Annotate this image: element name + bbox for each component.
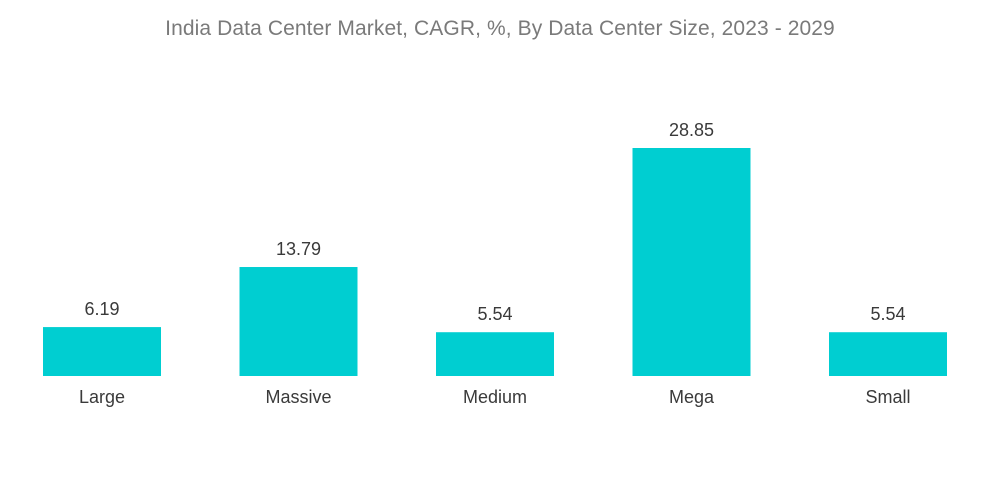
bar-mega: [632, 148, 751, 376]
x-tick-label-mega: Mega: [669, 387, 715, 407]
bar-medium: [436, 332, 554, 376]
value-label-medium: 5.54: [477, 304, 512, 324]
bar-large: [43, 327, 161, 376]
chart-title: India Data Center Market, CAGR, %, By Da…: [165, 17, 835, 40]
bar-massive: [239, 267, 358, 376]
x-tick-label-medium: Medium: [463, 387, 527, 407]
value-label-large: 6.19: [84, 299, 119, 319]
x-tick-label-massive: Massive: [265, 387, 331, 407]
bar-small: [829, 332, 947, 376]
x-tick-label-large: Large: [79, 387, 125, 407]
x-tick-label-small: Small: [865, 387, 910, 407]
value-label-massive: 13.79: [276, 239, 321, 259]
value-label-mega: 28.85: [669, 120, 714, 140]
value-label-small: 5.54: [870, 304, 905, 324]
